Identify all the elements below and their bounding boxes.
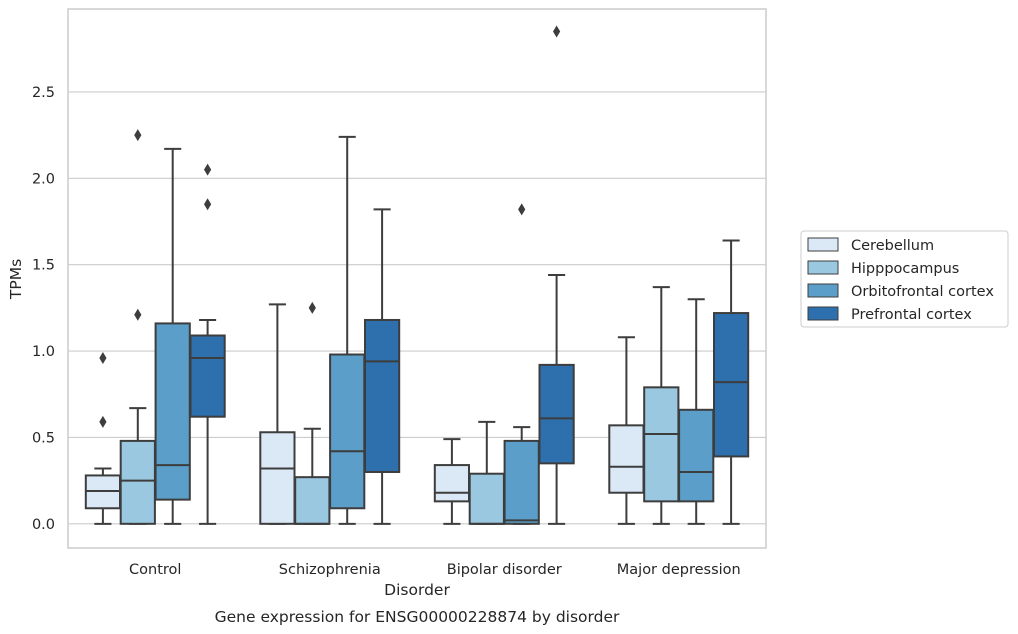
box bbox=[678, 298, 715, 525]
legend-swatch bbox=[807, 260, 839, 275]
box-body bbox=[608, 424, 645, 494]
legend-frame bbox=[800, 230, 1009, 328]
x-tick-label: Control bbox=[129, 562, 181, 578]
box-body bbox=[468, 472, 505, 525]
plot-frame bbox=[67, 8, 767, 549]
legend: Cerebellum Hipppocampus Orbitofrontal cort… bbox=[800, 230, 1009, 328]
box bbox=[468, 420, 505, 525]
box bbox=[259, 303, 296, 525]
outlier-point bbox=[204, 163, 212, 176]
box bbox=[712, 239, 750, 525]
box bbox=[608, 336, 645, 525]
box-body bbox=[119, 439, 156, 525]
box-body bbox=[503, 439, 540, 525]
box-body bbox=[294, 476, 331, 525]
legend-swatch bbox=[807, 237, 839, 252]
box bbox=[643, 286, 680, 525]
box bbox=[189, 163, 226, 525]
outlier-point bbox=[553, 25, 561, 38]
box-body bbox=[154, 322, 191, 501]
box-body bbox=[433, 464, 471, 503]
box-body bbox=[259, 431, 296, 525]
box bbox=[363, 208, 401, 525]
outlier-point bbox=[204, 198, 212, 211]
box-body bbox=[329, 353, 366, 510]
x-tick-label: Bipolar disorder bbox=[447, 562, 562, 578]
box bbox=[119, 129, 156, 525]
y-tick-label: 1.0 bbox=[32, 344, 55, 360]
outlier-point bbox=[99, 415, 107, 428]
y-axis-ticks: 0.0 0.5 1.0 1.5 2.0 2.5 bbox=[32, 85, 55, 533]
legend-label: Hipppocampus bbox=[851, 261, 959, 277]
outlier-point bbox=[134, 129, 142, 142]
box bbox=[538, 25, 575, 525]
outlier-point bbox=[518, 203, 526, 216]
y-tick-label: 0.0 bbox=[32, 517, 55, 533]
y-tick-label: 0.5 bbox=[32, 430, 55, 446]
outlier-point bbox=[134, 308, 142, 321]
legend-swatch bbox=[807, 306, 839, 321]
box-body bbox=[538, 363, 575, 465]
outlier-point bbox=[308, 301, 316, 314]
box-body bbox=[712, 312, 750, 458]
legend-label: Prefrontal cortex bbox=[851, 307, 972, 323]
y-tick-label: 1.5 bbox=[32, 258, 55, 274]
box bbox=[433, 438, 471, 525]
legend-label: Cerebellum bbox=[851, 238, 934, 254]
box bbox=[329, 135, 366, 525]
box-body bbox=[189, 334, 226, 418]
legend-label: Orbitofrontal cortex bbox=[851, 284, 994, 300]
box bbox=[503, 203, 540, 525]
outlier-point bbox=[99, 351, 107, 364]
y-axis-label: TPMs bbox=[7, 259, 25, 300]
chart-caption: Gene expression for ENSG00000228874 by d… bbox=[215, 608, 620, 626]
x-axis-label: Disorder bbox=[384, 581, 450, 599]
box-body bbox=[643, 386, 680, 503]
x-axis-ticks: Control Schizophrenia Bipolar disorder Majo… bbox=[129, 562, 741, 578]
legend-swatch bbox=[807, 283, 839, 298]
box-body bbox=[363, 318, 401, 473]
x-tick-label: Major depression bbox=[617, 562, 741, 578]
x-tick-label: Schizophrenia bbox=[279, 562, 381, 578]
box-body bbox=[678, 408, 715, 503]
y-tick-label: 2.0 bbox=[32, 171, 55, 187]
box-groups bbox=[84, 25, 750, 525]
y-tick-label: 2.5 bbox=[32, 85, 55, 101]
